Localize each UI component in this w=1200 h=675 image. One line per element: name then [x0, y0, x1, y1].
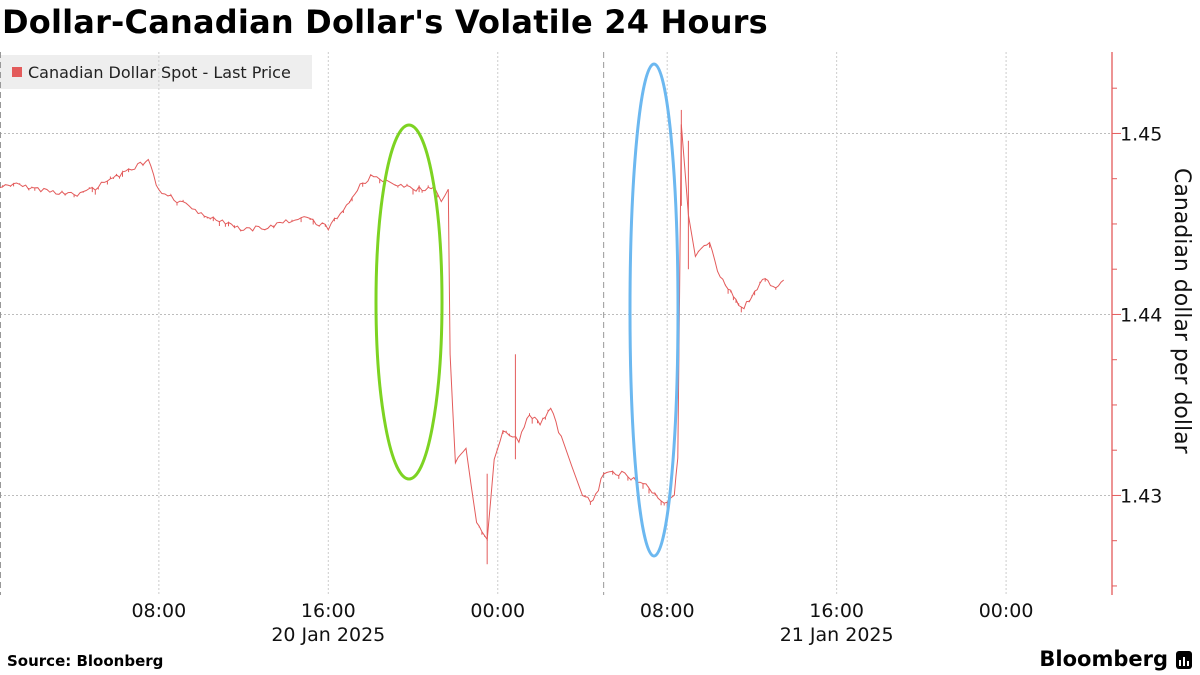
series-layer: [0, 109, 785, 565]
x-tick-label: 00:00: [470, 600, 525, 622]
blue-highlight-ellipse: [628, 62, 680, 558]
y-tick-label: 1.44: [1120, 304, 1162, 326]
legend: Canadian Dollar Spot - Last Price: [0, 55, 312, 89]
axis-layer: [1111, 52, 1121, 595]
brand-logo-text: Bloomberg: [1039, 647, 1168, 671]
bloomberg-chart-icon: [1176, 651, 1192, 669]
y-tick-label: 1.43: [1120, 485, 1162, 507]
x-tick-label: 08:00: [640, 600, 695, 622]
legend-swatch: [12, 67, 22, 77]
y-axis-label: Canadian dollar per dollar: [1169, 168, 1194, 455]
chart-title: Dollar-Canadian Dollar's Volatile 24 Hou…: [2, 3, 768, 41]
grid-layer: [0, 52, 1112, 595]
series-line: [0, 124, 785, 542]
legend-label: Canadian Dollar Spot - Last Price: [28, 62, 291, 82]
label-layer: 1.43 1.44 1.45 Canadian dollar per dollar 08…: [131, 123, 1194, 646]
x-date-label: 21 Jan 2025: [780, 624, 894, 646]
source-note: Source: Bloonberg: [7, 652, 164, 670]
annotation-layer: [374, 62, 680, 558]
x-tick-label: 16:00: [301, 600, 356, 622]
green-highlight-ellipse: [374, 123, 444, 481]
y-tick-label: 1.45: [1120, 123, 1162, 145]
x-tick-label: 16:00: [809, 600, 864, 622]
x-tick-label: 00:00: [979, 600, 1034, 622]
x-date-label: 20 Jan 2025: [271, 624, 385, 646]
x-tick-label: 08:00: [131, 600, 186, 622]
